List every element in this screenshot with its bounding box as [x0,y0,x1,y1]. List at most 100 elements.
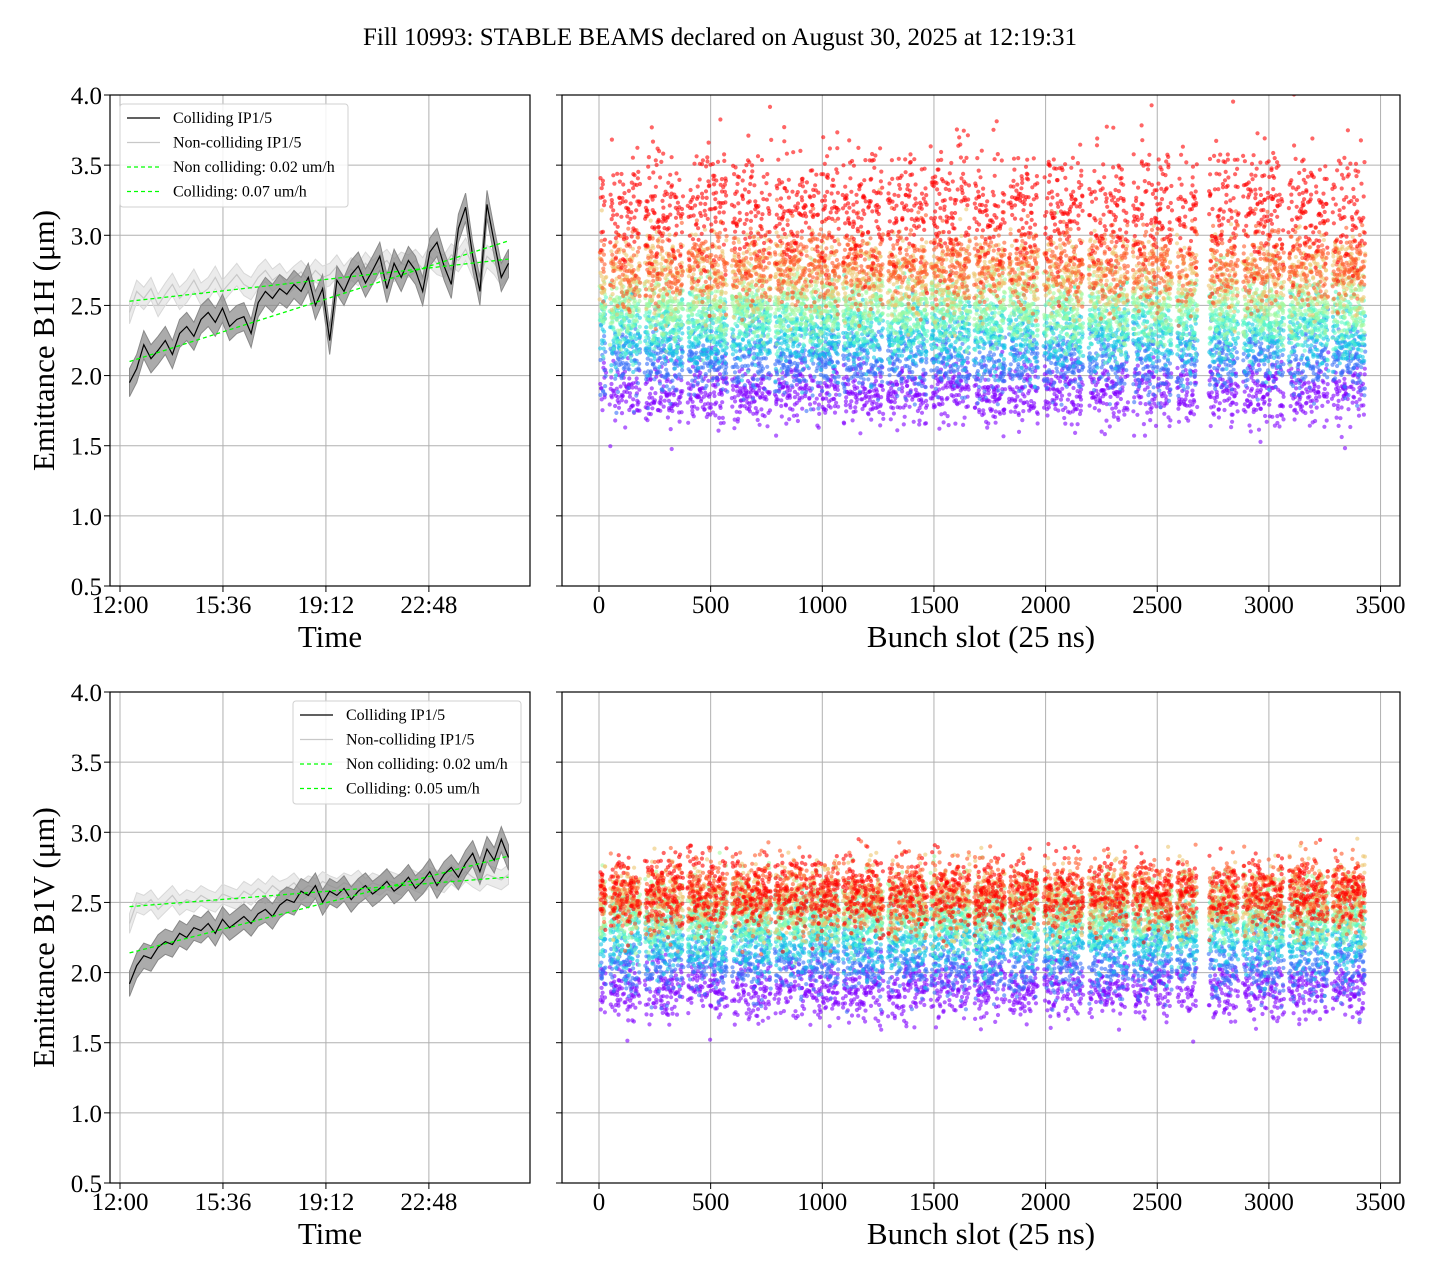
y-tick-label: 1.5 [71,434,102,461]
scatter-point [834,370,840,376]
scatter-point [880,334,885,339]
scatter-point [987,399,992,404]
scatter-point [879,383,885,388]
scatter-point [1007,367,1012,372]
scatter-point [1003,387,1008,392]
scatter-point [664,384,669,389]
scatter-point [825,377,830,383]
scatter-point [767,371,772,376]
scatter-point [1191,412,1197,417]
scatter-point [1208,394,1213,400]
scatter-point [721,420,726,425]
scatter-point [1181,383,1186,389]
scatter-point [867,389,873,394]
scatter-point [662,398,667,403]
scatter-point [1324,418,1329,423]
scatter-point [1356,413,1362,418]
scatter-point [1158,405,1163,410]
scatter-point [982,389,987,394]
scatter-point [764,397,769,402]
scatter-point [1255,397,1260,402]
scatter-point [1297,380,1302,386]
scatter-point [1162,411,1167,416]
scatter-point [672,366,678,371]
scatter-point [942,411,947,416]
scatter-point [627,319,632,324]
scatter-point [755,377,760,382]
scatter-point [855,397,860,402]
scatter-point [1361,403,1366,408]
scatter-point [1222,407,1227,413]
scatter-point [991,352,997,357]
scatter-point [832,364,838,369]
scatter-point [794,400,799,406]
scatter-point [1161,391,1166,396]
scatter-point [999,353,1004,358]
scatter-point [690,408,695,413]
scatter-point [787,395,793,400]
scatter-point [1078,397,1084,402]
scatter-point [644,377,649,382]
scatter-point [785,384,791,389]
scatter-point [1271,351,1276,356]
scatter-point [972,405,978,410]
scatter-point [1132,433,1137,438]
scatter-point [603,384,608,389]
scatter-point [1167,361,1173,366]
scatter-point [675,355,681,360]
scatter-point [854,367,859,372]
scatter-point [650,406,655,411]
scatter-point [933,386,939,391]
scatter-point [1008,362,1013,367]
scatter-point [1053,402,1058,407]
scatter-point [1263,413,1268,419]
scatter-point [1325,391,1330,396]
scatter-point [967,304,972,309]
scatter-point [1259,341,1264,346]
legend-label: Colliding: 0.07 um/h [173,184,307,201]
scatter-point [1101,401,1106,406]
scatter-point [1137,380,1142,385]
scatter-point [755,392,760,397]
scatter-point [986,421,991,426]
scatter-point [1266,359,1271,364]
scatter-point [740,373,745,378]
scatter-point [773,362,778,367]
scatter-point [837,392,842,397]
scatter-point [1176,419,1182,424]
scatter-point [944,385,949,390]
scatter-point [730,352,736,357]
scatter-point [716,428,721,433]
scatter-point [1315,354,1320,359]
scatter-point [993,409,998,414]
scatter-point [823,407,829,412]
scatter-point [880,326,885,331]
scatter-point [1264,380,1269,385]
scatter-point [1155,365,1160,370]
scatter-point [1122,412,1127,417]
plot-area [597,95,1368,452]
scatter-point [1234,401,1239,407]
scatter-point [986,377,991,382]
scatter-point [774,402,779,407]
scatter-point [1235,356,1240,361]
scatter-point [714,400,719,405]
scatter-point [1276,370,1281,375]
scatter-point [650,395,655,400]
scatter-point [1018,388,1024,393]
scatter-point [619,398,625,403]
scatter-point [921,367,926,372]
scatter-point [803,379,809,384]
scatter-point [818,380,823,385]
scatter-point [734,384,740,389]
scatter-point [677,419,682,424]
scatter-point [747,404,752,409]
scatter-point [1342,446,1348,451]
scatter-point [678,358,683,364]
scatter-point [996,388,1001,393]
scatter-point [860,406,865,412]
colliding-band [129,190,509,397]
scatter-point [822,354,828,359]
scatter-point [1255,383,1260,388]
scatter-point [697,356,702,361]
